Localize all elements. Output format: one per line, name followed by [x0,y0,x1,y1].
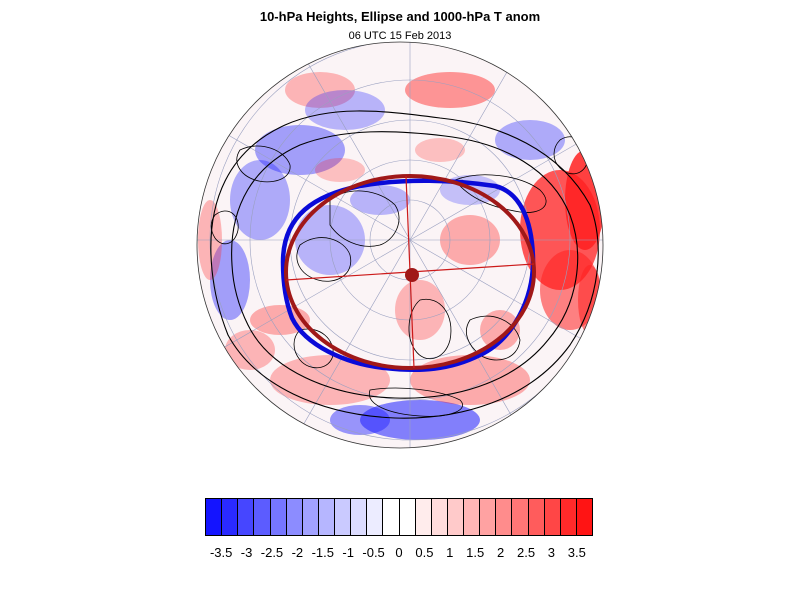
colorbar-tick-label: 2 [496,545,505,560]
colorbar-tick-label: -1 [342,545,354,560]
anomaly-patch [360,400,480,440]
coastline [210,210,239,245]
chart-subtitle: 06 UTC 15 Feb 2013 [348,30,452,42]
colorbar-swatch [286,499,303,535]
colorbar-tick-label: -2 [291,545,304,560]
colorbar-swatch [464,499,481,535]
height-contour-inner [231,131,579,399]
colorbar-swatch [254,499,271,535]
colorbar-tick-label: 2.5 [516,545,536,560]
colorbar-swatch [415,499,432,535]
ellipse-minor-axis [405,175,411,273]
coastline [236,145,291,183]
anomaly-patch [480,310,520,350]
colorbar-swatch [335,499,352,535]
colorbar-swatch [270,499,287,535]
colorbar-swatch [399,499,416,535]
anomaly-patch [405,72,495,108]
colorbar-swatch [480,499,497,535]
anomaly-patch [350,185,410,215]
anomaly-patch [255,125,345,175]
colorbar-tick-label: -2.5 [260,545,284,560]
coastline [369,387,463,417]
colorbar-swatch [318,499,335,535]
chart-title: 10-hPa Heights, Ellipse and 1000-hPa T a… [259,9,541,24]
colorbar-swatch [496,499,513,535]
colorbar-tick-label: -3 [240,545,253,560]
ellipse-major-axis-east [409,263,535,273]
height-contour-outer [210,110,599,419]
anomaly-patch [330,405,390,435]
anomaly-patch [285,72,355,108]
colorbar-labels: -3.5 -3 -2.5 -2 -1.5 -1 -0.5 0 0.5 1 1.5 2 2.5 3 3.5 [0,545,800,561]
colorbar-swatch [431,499,448,535]
colorbar-swatch [528,499,545,535]
anomaly-patch [315,158,365,182]
ellipse-major-axis [285,271,411,281]
colorbar-swatch [560,499,577,535]
coastline [466,315,521,361]
anomaly-patch [270,355,390,405]
anomaly-patch [395,280,445,340]
colorbar-swatch [351,499,368,535]
globe-background [197,42,603,448]
colorbar-tick-label: -1.5 [311,545,334,560]
colorbar-swatch [576,499,592,535]
anomaly-patch [305,90,385,130]
colorbar-tick-label: 0.5 [415,545,434,560]
anomaly-patch [230,160,290,240]
ellipse-minor-axis-south [409,271,415,369]
colorbar [205,498,593,536]
coastline [408,298,452,360]
globe-outline [196,41,604,449]
coastline [454,174,547,213]
colorbar-swatch [222,499,239,535]
ellipse-center-marker [405,268,419,282]
anomaly-patch [565,150,603,250]
anomaly-patch [225,330,275,370]
colorbar-tick-label: -0.5 [362,545,385,560]
colorbar-tick-label: 3 [547,545,556,560]
colorbar-tick-label: 3.5 [567,545,586,560]
colorbar-swatch [512,499,529,535]
anomaly-patch [250,305,310,335]
anomaly-patch [495,120,565,160]
coastline [329,190,400,247]
coastline [296,237,352,282]
colorbar-tick-label: 0 [395,545,403,560]
colorbar-swatch [367,499,384,535]
colorbar-tick-label: 1 [446,545,454,560]
colorbar-swatch [383,499,400,535]
colorbar-swatch [206,499,223,535]
colorbar-tick-label: 1.5 [466,545,485,560]
vortex-ellipse [284,174,536,370]
colorbar-swatch [302,499,319,535]
colorbar-swatch [447,499,464,535]
anomaly-patch [415,138,465,162]
anomaly-patch [210,240,250,320]
colorbar-swatch [238,499,255,535]
colorbar-swatch [544,499,561,535]
coastline [293,328,334,369]
colorbar-tick-label: -3.5 [209,545,233,560]
